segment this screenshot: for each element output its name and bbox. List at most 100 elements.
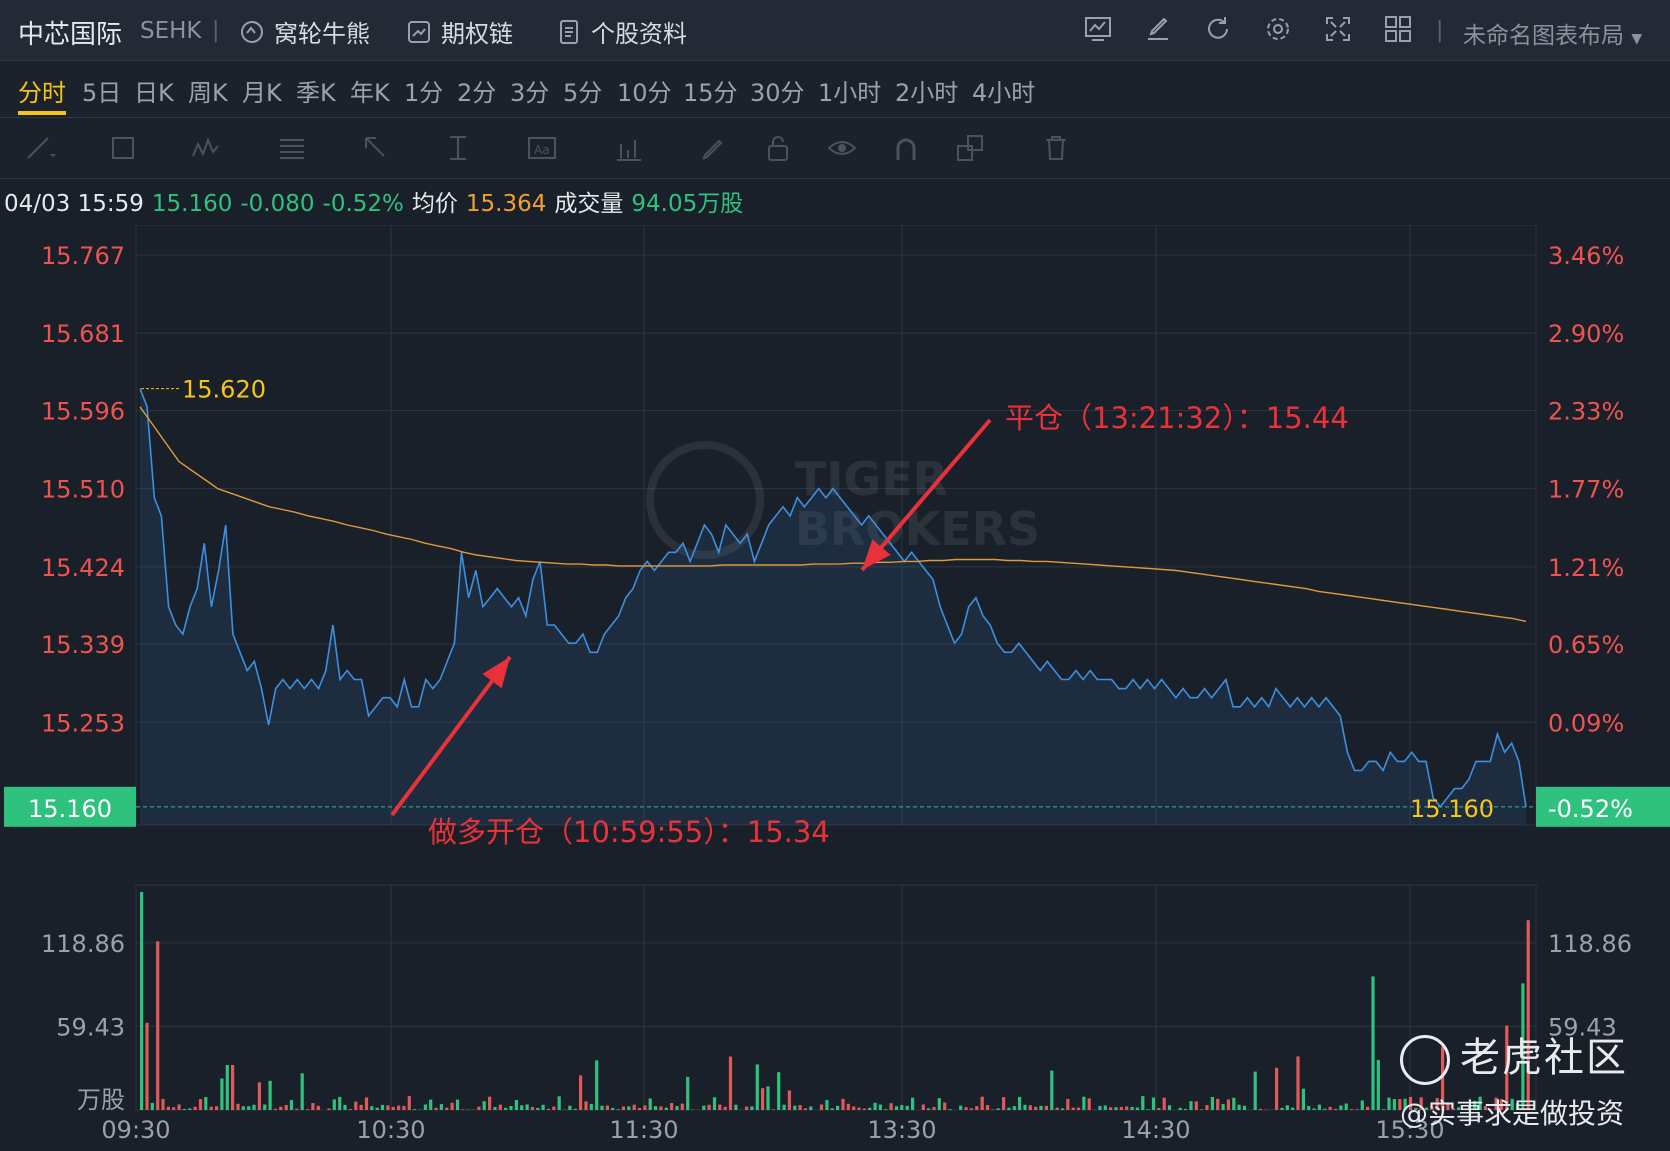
arrow-tool-icon[interactable] [360,132,394,164]
tab-timeframe[interactable]: 日K [134,79,174,107]
lock-icon[interactable] [762,132,796,164]
volume-bar [894,1106,899,1110]
y-tick-label: 15.510 [41,476,125,504]
tab-timeframe[interactable]: 周K [188,79,228,107]
volume-bar [1167,1105,1172,1110]
volume-bar [1178,1107,1182,1110]
price-line [139,388,1527,809]
measure-tool-icon[interactable] [442,132,476,164]
volume-bar [498,1104,502,1110]
tab-timeframe[interactable]: 1小时 [818,79,882,107]
volume-bar [407,1096,411,1110]
layout-grid-icon[interactable] [1382,13,1414,45]
menu-label: 窝轮牛熊 [274,20,370,48]
trash-icon[interactable] [1040,132,1074,164]
volume-bar [413,1109,417,1110]
stock-name[interactable]: 中芯国际 [18,20,123,50]
tab-timeframe[interactable]: 1分 [404,79,444,107]
volume-bar [188,1108,192,1110]
volume-bar [1403,1098,1407,1110]
volume-bar [605,1105,609,1110]
fib-tool-icon[interactable] [276,132,310,164]
menu-warrants[interactable]: 窝轮牛熊 [238,14,370,49]
volume-bar [905,1105,909,1110]
volume-bar [198,1099,203,1110]
volume-bar [354,1101,358,1110]
magnet-icon[interactable] [890,132,924,164]
rect-tool-icon[interactable] [108,132,142,164]
fullscreen-icon[interactable] [1322,13,1354,45]
pen-tool-icon[interactable] [697,132,731,164]
tab-timeframe[interactable]: 10分 [617,79,672,107]
active-tab-indicator [18,111,66,115]
exchange-label: SEHK [140,18,202,44]
volume-bar [1398,1099,1402,1110]
volume-bar [787,1090,791,1110]
volume-bar [712,1097,717,1110]
eye-icon[interactable] [826,132,860,164]
x-tick-label: 10:30 [356,1116,425,1144]
volume-bar [964,1107,968,1110]
volume-bar [1510,1098,1514,1110]
volume-bar [1189,1101,1193,1110]
volume-bar [728,1056,733,1110]
volume-bar [1184,1108,1188,1110]
chart-type-icon[interactable] [1082,13,1114,45]
volume-bar [1366,1106,1370,1110]
volume-bar [1441,1046,1445,1110]
watermark-logo-text: BROKERS [795,502,1040,556]
volume-bar [745,1106,749,1110]
tab-timeframe[interactable]: 30分 [750,79,805,107]
volume-bar [552,1106,556,1110]
tab-timeframe[interactable]: 季K [296,79,336,107]
layout-selector[interactable]: 未命名图表布局 ▼ [1463,16,1642,50]
intraday-chart[interactable]: 15.767 3.46% 15.681 2.90% 15.596 2.33% 15.510 1… [0,225,1670,1151]
volume-tick-label: 59.43 [56,1013,125,1041]
line-tool-icon[interactable] [22,132,56,164]
volume-bar [932,1107,936,1110]
tab-timeframe[interactable]: 15分 [683,79,738,107]
tab-timeframe[interactable]: 5日 [82,79,122,107]
draw-edit-icon[interactable] [1142,13,1174,45]
volume-bar [1141,1096,1145,1110]
volume-bar [841,1098,845,1110]
volume-unit-label: 万股 [77,1086,125,1114]
volume-bar [611,1107,615,1110]
volume-bar [461,1109,465,1110]
volume-bar [1226,1099,1230,1110]
volume-bar [455,1099,460,1110]
menu-option-chain[interactable]: 期权链 [405,14,513,49]
stat-tool-icon[interactable] [612,132,646,164]
settings-icon[interactable] [1262,13,1294,45]
volume-bar [1098,1105,1102,1110]
tab-timeframe[interactable]: 2分 [457,79,497,107]
volume-bar [546,1108,551,1110]
tab-timeframe[interactable]: 分时 [18,79,66,107]
brand-text: 老虎社区 [1460,1035,1628,1081]
wave-tool-icon[interactable] [190,132,224,164]
y-tick-label-right: 1.21% [1548,554,1624,582]
volume-bar [1028,1105,1032,1110]
tab-timeframe[interactable]: 3分 [510,79,550,107]
refresh-icon[interactable] [1202,13,1234,45]
volume-bar [584,1101,588,1110]
x-tick-label: 14:30 [1121,1116,1190,1144]
volume-bar [306,1109,310,1110]
drawing-toolbar: Aa [0,118,1670,179]
tab-timeframe[interactable]: 月K [242,79,282,107]
volume-bar [664,1107,668,1110]
volume-bar [1376,1059,1380,1110]
volume-bar [530,1107,534,1110]
tab-timeframe[interactable]: 4小时 [972,79,1036,107]
profile-doc-icon [560,19,578,44]
volume-bar [1478,1096,1482,1110]
tab-timeframe[interactable]: 2小时 [895,79,959,107]
menu-profile[interactable]: 个股资料 [555,14,687,49]
tab-timeframe[interactable]: 5分 [563,79,603,107]
volume-panel [135,884,1537,1111]
tab-timeframe[interactable]: 年K [350,79,390,107]
text-tool-icon[interactable]: Aa [526,132,560,164]
volume-bar [1259,1108,1263,1110]
clone-icon[interactable] [954,132,988,164]
volume-bar [247,1106,251,1110]
